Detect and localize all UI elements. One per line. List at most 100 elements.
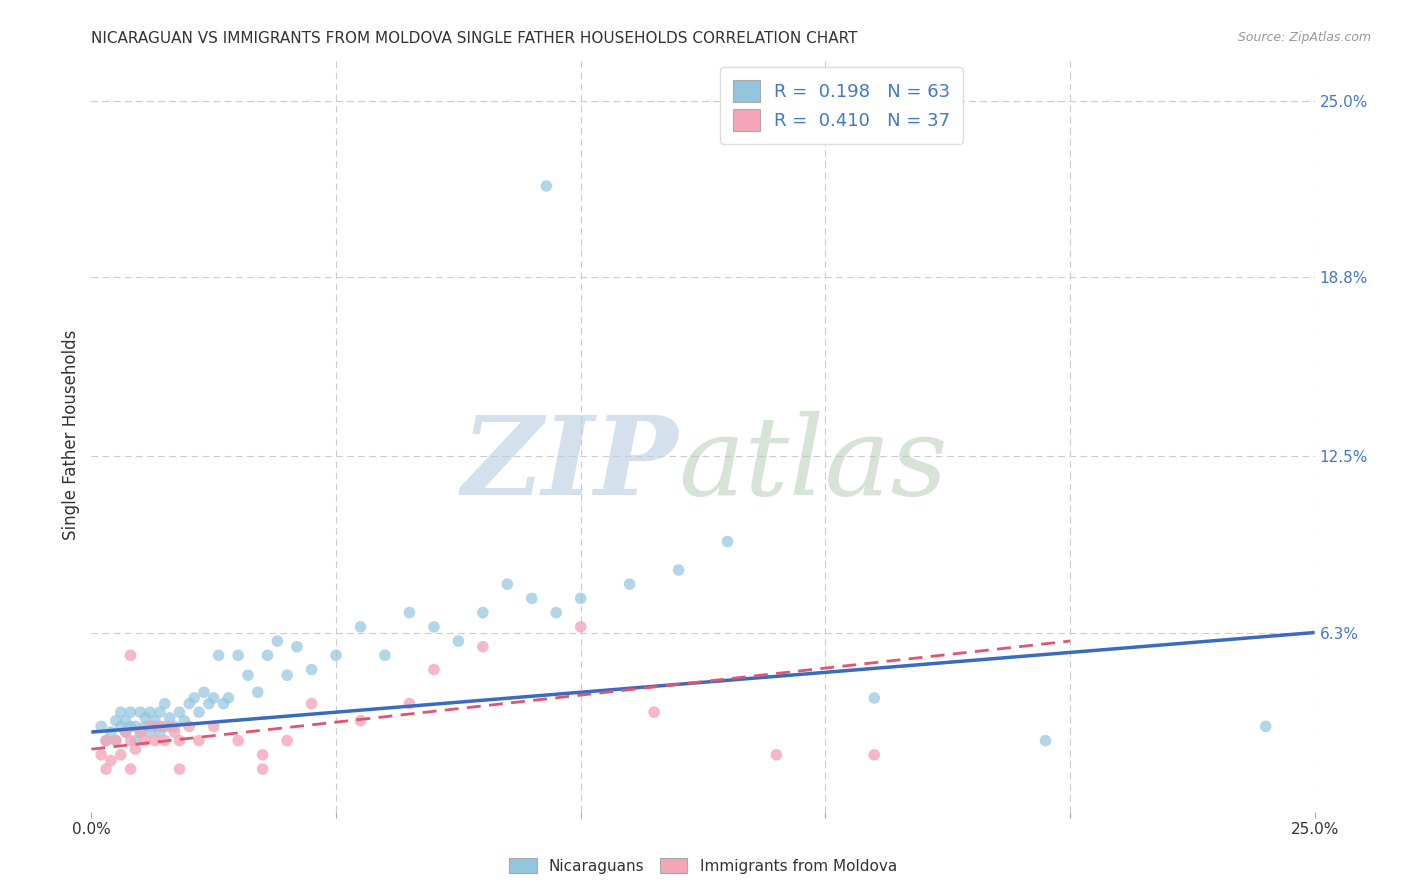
- Point: [94, 762, 117, 776]
- Point: [169, 733, 191, 747]
- Point: [276, 668, 298, 682]
- Point: [120, 733, 142, 747]
- Point: [349, 620, 371, 634]
- Point: [212, 697, 235, 711]
- Point: [374, 648, 396, 663]
- Point: [619, 577, 641, 591]
- Point: [124, 742, 146, 756]
- Point: [124, 733, 146, 747]
- Point: [100, 725, 122, 739]
- Point: [188, 733, 211, 747]
- Point: [120, 705, 142, 719]
- Text: Source: ZipAtlas.com: Source: ZipAtlas.com: [1237, 31, 1371, 45]
- Point: [94, 733, 117, 747]
- Point: [104, 714, 127, 728]
- Legend: Nicaraguans, Immigrants from Moldova: Nicaraguans, Immigrants from Moldova: [503, 852, 903, 880]
- Point: [1254, 719, 1277, 733]
- Point: [129, 705, 152, 719]
- Point: [143, 719, 166, 733]
- Point: [163, 725, 186, 739]
- Text: ZIP: ZIP: [463, 411, 679, 519]
- Point: [520, 591, 543, 606]
- Point: [349, 714, 371, 728]
- Point: [153, 719, 176, 733]
- Legend: R =  0.198   N = 63, R =  0.410   N = 37: R = 0.198 N = 63, R = 0.410 N = 37: [720, 67, 963, 144]
- Text: atlas: atlas: [679, 411, 948, 519]
- Point: [266, 634, 288, 648]
- Point: [188, 705, 211, 719]
- Point: [110, 719, 132, 733]
- Point: [169, 705, 191, 719]
- Point: [110, 747, 132, 762]
- Point: [423, 620, 446, 634]
- Y-axis label: Single Father Households: Single Father Households: [62, 330, 80, 540]
- Point: [569, 591, 592, 606]
- Point: [246, 685, 269, 699]
- Point: [226, 733, 249, 747]
- Point: [143, 714, 166, 728]
- Point: [447, 634, 470, 648]
- Point: [179, 697, 201, 711]
- Point: [256, 648, 278, 663]
- Point: [716, 534, 738, 549]
- Point: [139, 725, 162, 739]
- Point: [124, 719, 146, 733]
- Point: [114, 725, 136, 739]
- Point: [114, 725, 136, 739]
- Point: [153, 733, 176, 747]
- Point: [252, 762, 274, 776]
- Point: [398, 606, 420, 620]
- Text: NICARAGUAN VS IMMIGRANTS FROM MOLDOVA SINGLE FATHER HOUSEHOLDS CORRELATION CHART: NICARAGUAN VS IMMIGRANTS FROM MOLDOVA SI…: [91, 31, 858, 46]
- Point: [134, 711, 156, 725]
- Point: [139, 705, 162, 719]
- Point: [149, 705, 172, 719]
- Point: [202, 690, 225, 705]
- Point: [423, 663, 446, 677]
- Point: [134, 733, 156, 747]
- Point: [104, 733, 127, 747]
- Point: [139, 719, 162, 733]
- Point: [217, 690, 239, 705]
- Point: [129, 725, 152, 739]
- Point: [149, 719, 172, 733]
- Point: [159, 719, 181, 733]
- Point: [179, 719, 201, 733]
- Point: [398, 697, 420, 711]
- Point: [149, 725, 172, 739]
- Point: [536, 178, 558, 193]
- Point: [198, 697, 221, 711]
- Point: [863, 747, 886, 762]
- Point: [153, 697, 176, 711]
- Point: [496, 577, 519, 591]
- Point: [202, 719, 225, 733]
- Point: [120, 762, 142, 776]
- Point: [110, 705, 132, 719]
- Point: [120, 719, 142, 733]
- Point: [100, 754, 122, 768]
- Point: [471, 606, 494, 620]
- Point: [569, 620, 592, 634]
- Point: [120, 648, 142, 663]
- Point: [104, 733, 127, 747]
- Point: [546, 606, 568, 620]
- Point: [143, 733, 166, 747]
- Point: [863, 690, 886, 705]
- Point: [193, 685, 215, 699]
- Point: [1035, 733, 1057, 747]
- Point: [668, 563, 690, 577]
- Point: [134, 719, 156, 733]
- Point: [285, 640, 308, 654]
- Point: [471, 640, 494, 654]
- Point: [159, 711, 181, 725]
- Point: [236, 668, 259, 682]
- Point: [252, 747, 274, 762]
- Point: [226, 648, 249, 663]
- Point: [325, 648, 347, 663]
- Point: [169, 762, 191, 776]
- Point: [643, 705, 665, 719]
- Point: [276, 733, 298, 747]
- Point: [183, 690, 205, 705]
- Point: [173, 714, 195, 728]
- Point: [90, 719, 112, 733]
- Point: [114, 714, 136, 728]
